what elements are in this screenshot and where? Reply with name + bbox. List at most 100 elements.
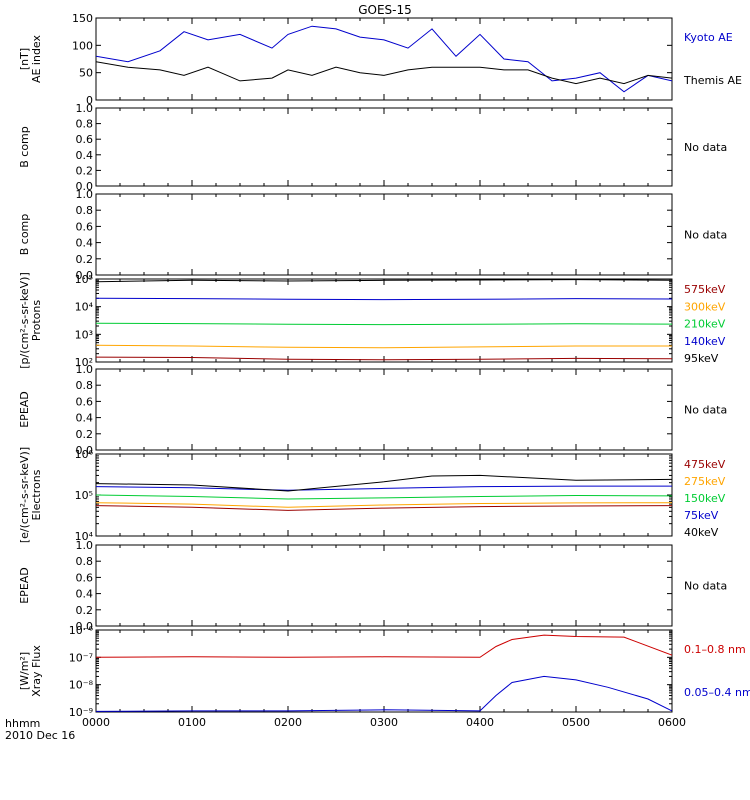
legend-label: 95keV <box>684 352 719 365</box>
ytick-label: 0.8 <box>76 379 94 392</box>
ytick-label: 150 <box>72 12 93 25</box>
y-axis-label: [nT] <box>18 48 31 70</box>
ytick-label: 0.8 <box>76 555 94 568</box>
y-axis-label: Xray Flux <box>30 645 43 697</box>
series-line-475keV <box>96 505 672 511</box>
ytick-label: 10⁻⁷ <box>69 651 93 664</box>
ytick-label: 10⁻⁶ <box>69 624 94 637</box>
y-axis-label: [W/m²] <box>18 652 31 690</box>
xtick-label: 0400 <box>466 716 494 729</box>
y-axis-label: EPEAD <box>18 567 31 604</box>
footer-time-unit: hhmm <box>5 717 40 730</box>
chart-title: GOES-15 <box>358 3 412 17</box>
panel-frame <box>95 17 673 101</box>
ytick-label: 0.6 <box>76 571 94 584</box>
legend-label: 475keV <box>684 458 726 471</box>
ytick-label: 0.4 <box>76 149 94 162</box>
series-line-40keV <box>96 474 672 492</box>
xtick-label: 0300 <box>370 716 398 729</box>
legend-label: 300keV <box>684 300 726 313</box>
ytick-label: 10⁵ <box>75 273 93 286</box>
ytick-label: 0.2 <box>76 253 94 266</box>
y-axis-label: EPEAD <box>18 391 31 428</box>
legend-label: 575keV <box>684 283 726 296</box>
series-line-Themis AE <box>96 61 672 85</box>
panel-2: 0.0 0.2 0.4 0.6 0.8 1.0 B comp No data <box>18 188 727 282</box>
legend-label: 0.05–0.4 nm <box>684 686 750 699</box>
series-line-75keV <box>96 485 672 491</box>
ytick-label: 0.6 <box>76 220 94 233</box>
series-line-140keV <box>96 297 672 301</box>
no-data-label: No data <box>684 580 727 593</box>
series-line-Kyoto AE <box>96 25 672 93</box>
y-axis-label: [p/(cm²-s-sr-keV)] <box>18 272 31 369</box>
xtick-label: 0500 <box>562 716 590 729</box>
footer-date: 2010 Dec 16 <box>5 729 75 742</box>
ytick-label: 0.0 <box>76 269 94 282</box>
ytick-label: 0.8 <box>76 118 94 131</box>
ytick-label: 0.2 <box>76 604 94 617</box>
series-line-0.1–0.8 nm <box>96 634 672 658</box>
panel-4: 0.0 0.2 0.4 0.6 0.8 1.0 EPEAD No data <box>18 363 727 457</box>
ytick-label: 100 <box>72 39 93 52</box>
xtick-label: 0100 <box>178 716 206 729</box>
series-line-575keV <box>96 356 672 361</box>
panel-frame <box>95 193 673 276</box>
legend-label: 210keV <box>684 318 726 331</box>
ytick-label: 0.6 <box>76 133 94 146</box>
y-axis-label: B comp <box>18 126 31 168</box>
series-line-210keV <box>96 322 672 326</box>
xtick-label: 0200 <box>274 716 302 729</box>
ytick-label: 0.2 <box>76 164 94 177</box>
panel-5: 10⁴ 10⁵ 10⁶ Electrons[e/(cm²-s-sr-keV)] 475k… <box>18 447 726 543</box>
ytick-label: 1.0 <box>76 539 94 552</box>
legend-label: 75keV <box>684 509 719 522</box>
ytick-label: 1.0 <box>76 188 94 201</box>
ytick-label: 0.8 <box>76 204 94 217</box>
legend-label: Themis AE <box>683 74 742 87</box>
panel-6: 0.0 0.2 0.4 0.6 0.8 1.0 EPEAD No data <box>18 539 727 633</box>
legend-label: Kyoto AE <box>684 31 733 44</box>
no-data-label: No data <box>684 229 727 242</box>
ytick-label: 0.0 <box>76 444 94 457</box>
ytick-label: 0.4 <box>76 588 94 601</box>
panel-7: 10⁻⁹ 10⁻⁸ 10⁻⁷ 10⁻⁶ Xray Flux[W/m²] 0.1–0.8 n… <box>18 624 750 729</box>
panel-frame <box>95 368 673 451</box>
ytick-label: 10² <box>75 356 93 369</box>
series-line-300keV <box>96 344 672 349</box>
panel-1: 0.0 0.2 0.4 0.6 0.8 1.0 B comp No data <box>18 102 727 193</box>
panel-3: 10² 10³ 10⁴ 10⁵ Protons[p/(cm²-s-sr-keV)] 575… <box>18 272 726 369</box>
y-axis-label: Protons <box>30 300 43 341</box>
chart-panels: 0 50 100 150 AE index[nT] Kyoto AE Themis AE 0.… <box>18 12 750 729</box>
y-axis-label: AE index <box>30 34 43 83</box>
ytick-label: 0.6 <box>76 395 94 408</box>
series-line-95keV <box>96 279 672 283</box>
ytick-label: 10⁴ <box>75 301 94 314</box>
ytick-label: 0.0 <box>76 620 94 633</box>
panel-frame <box>95 107 673 187</box>
legend-label: 0.1–0.8 nm <box>684 643 746 656</box>
ytick-label: 0.4 <box>76 237 94 250</box>
panel-frame <box>95 278 673 363</box>
ytick-label: 10⁵ <box>75 489 93 502</box>
ytick-label: 10⁴ <box>75 530 94 543</box>
ytick-label: 10⁻⁸ <box>69 679 94 692</box>
y-axis-label: [e/(cm²-s-sr-keV)] <box>18 447 31 543</box>
y-axis-label: B comp <box>18 214 31 256</box>
no-data-label: No data <box>684 141 727 154</box>
ytick-label: 1.0 <box>76 102 94 115</box>
series-line-0.05–0.4 nm <box>96 675 672 712</box>
y-axis-label: Electrons <box>30 469 43 520</box>
ytick-label: 0.0 <box>76 180 94 193</box>
no-data-label: No data <box>684 404 727 417</box>
legend-label: 275keV <box>684 475 726 488</box>
xtick-label: 0000 <box>82 716 110 729</box>
ytick-label: 1.0 <box>76 363 94 376</box>
ytick-label: 0.2 <box>76 428 94 441</box>
panel-frame <box>95 544 673 627</box>
series-line-275keV <box>96 502 672 508</box>
ytick-label: 10³ <box>75 328 93 341</box>
xtick-label: 0600 <box>658 716 686 729</box>
ytick-label: 10⁶ <box>75 448 94 461</box>
